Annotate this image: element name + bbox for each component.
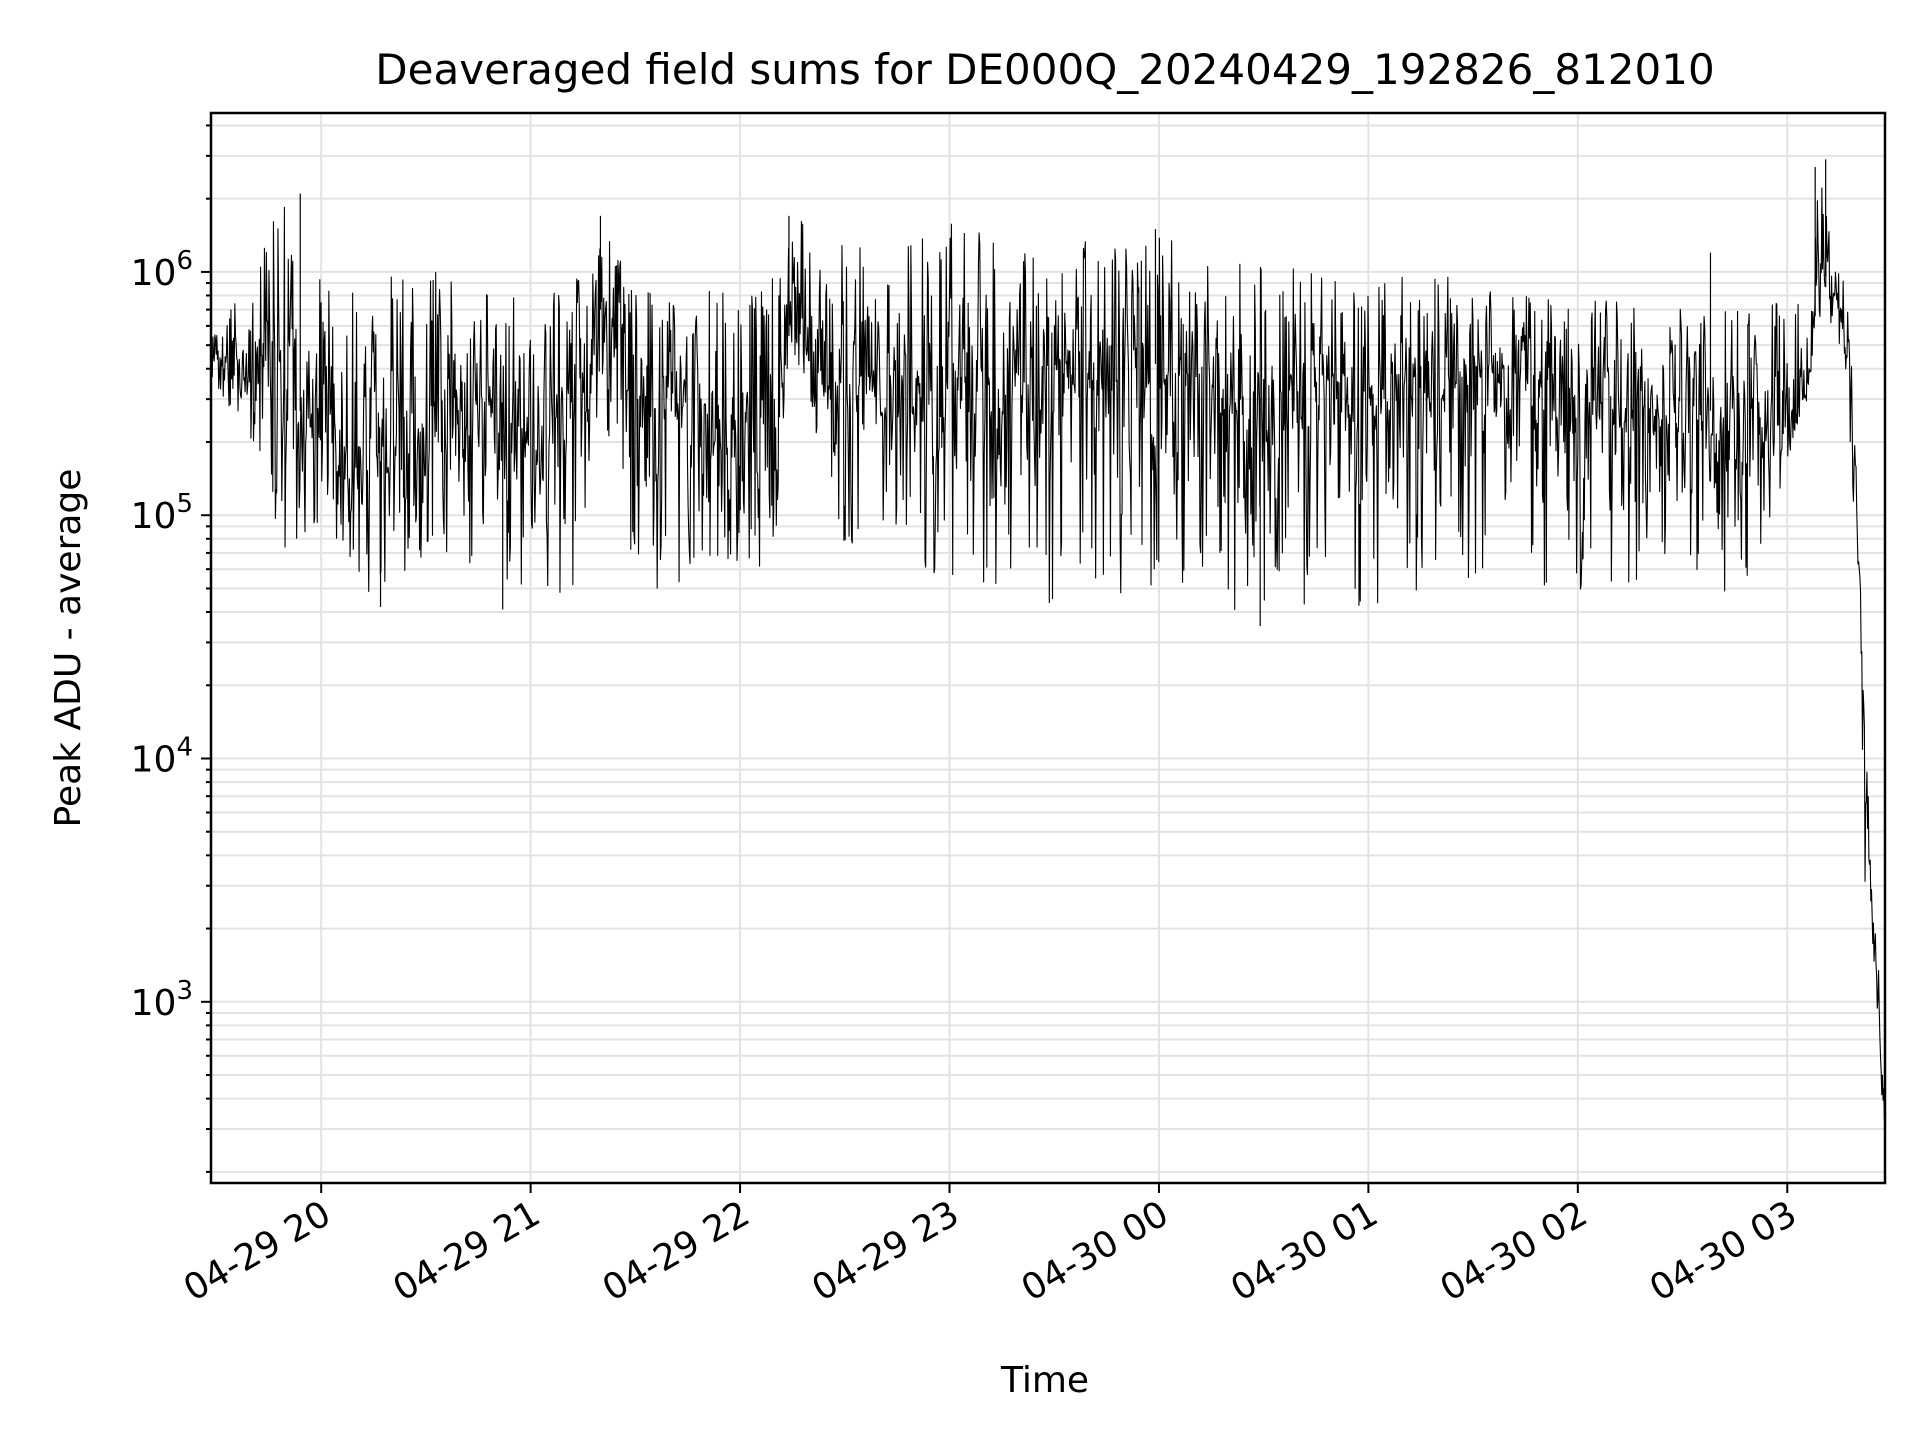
- series-line: [211, 187, 1885, 1126]
- x-tick-label: 04-29 20: [177, 1193, 338, 1309]
- y-tick-label: 105: [131, 489, 193, 537]
- y-tick-label: 103: [131, 976, 193, 1024]
- x-tick-label: 04-29 21: [386, 1193, 547, 1309]
- chart-title: Deaveraged field sums for DE000Q_2024042…: [375, 45, 1714, 94]
- y-tick-base: 10: [131, 983, 177, 1024]
- y-axis-label: Peak ADU - average: [48, 469, 89, 828]
- y-tick-base: 10: [131, 496, 177, 537]
- y-tick-base: 10: [131, 740, 177, 781]
- grid: [211, 113, 1885, 1183]
- x-tick-label: 04-29 22: [596, 1193, 757, 1309]
- y-tick-exponent: 5: [176, 489, 193, 519]
- x-tick-label: 04-29 23: [805, 1193, 966, 1309]
- y-tick-exponent: 3: [176, 976, 193, 1006]
- plot-frame: [209, 111, 1887, 1185]
- y-tick-exponent: 6: [176, 246, 193, 276]
- y-tick-base: 10: [131, 253, 177, 294]
- x-tick-label: 04-30 01: [1224, 1193, 1385, 1309]
- x-tick-label: 04-30 00: [1015, 1193, 1176, 1309]
- x-tick-label: 04-30 03: [1643, 1193, 1804, 1309]
- x-axis: 04-29 20 04-29 21 04-29 22 04-29 23 04-30 00…: [177, 1183, 1804, 1310]
- series-layer: [211, 159, 1885, 1126]
- x-tick-label: 04-30 02: [1434, 1193, 1595, 1309]
- y-tick-exponent: 4: [176, 733, 193, 763]
- y-tick-label: 106: [131, 246, 193, 294]
- x-axis-label: Time: [1000, 1360, 1089, 1401]
- y-tick-label: 104: [131, 733, 193, 781]
